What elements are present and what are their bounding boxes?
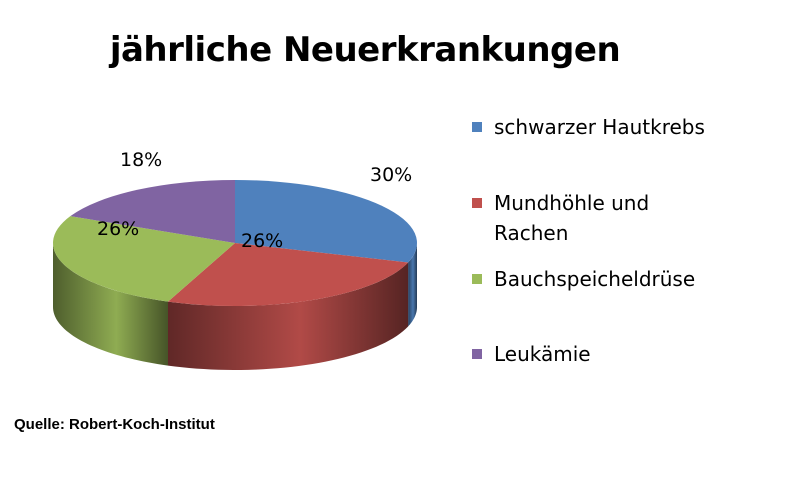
legend-label: Bauchspeicheldrüse (494, 267, 696, 291)
pie-slice-mundhoehle-und-rachen (168, 243, 409, 307)
pie-side-schwarzer-hautkrebs (408, 243, 417, 327)
legend-label: schwarzer Hautkrebs (494, 115, 705, 139)
legend-swatch (472, 274, 482, 284)
pie-labels: 30% 26% 26% 18% (97, 149, 412, 252)
legend-item-mundhoehle-und-rachen: Mundhöhle und Rachen (472, 188, 724, 248)
legend-swatch (472, 349, 482, 359)
pie-slice-leukaemie (70, 180, 235, 243)
pie-side-mundhoehle-und-rachen (168, 262, 409, 370)
pie-depth (53, 243, 417, 370)
legend-item-leukaemie: Leukämie (472, 339, 724, 369)
pie-slice-bauchspeicheldruese (52, 216, 236, 302)
chart-title: jährliche Neuerkrankungen (109, 30, 621, 70)
legend-swatch (472, 198, 482, 208)
legend-label: Leukämie (494, 342, 591, 366)
legend-item-schwarzer-hautkrebs: schwarzer Hautkrebs (472, 112, 724, 142)
pie-side-bauchspeicheldruese (53, 243, 168, 366)
pie-label-bauchspeicheldruese: 26% (97, 218, 139, 240)
pie-slices (52, 180, 417, 307)
pie-label-leukaemie: 18% (120, 149, 162, 171)
source-note: Quelle: Robert-Koch-Institut (14, 416, 215, 433)
legend-label: Mundhöhle und Rachen (494, 191, 650, 245)
legend-swatch (472, 122, 482, 132)
pie-slice-schwarzer-hautkrebs (235, 180, 417, 263)
pie-label-schwarzer-hautkrebs: 30% (370, 164, 412, 186)
pie-label-mundhoehle-und-rachen: 26% (241, 230, 283, 252)
legend-item-bauchspeicheldruese: Bauchspeicheldrüse (472, 264, 724, 294)
